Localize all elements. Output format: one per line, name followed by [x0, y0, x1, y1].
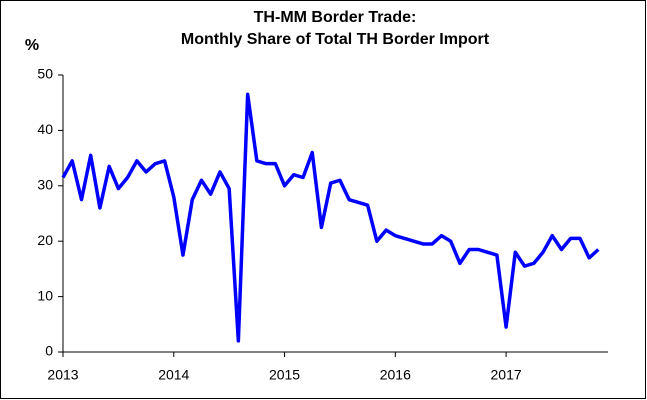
data-line [61, 92, 600, 343]
x-tick-label: 2014 [158, 367, 189, 383]
y-tick-label: 20 [37, 232, 53, 248]
y-tick-label: 30 [37, 177, 53, 193]
x-tick-label: 2015 [269, 367, 300, 383]
y-tick-label: 40 [37, 121, 53, 137]
x-tick-label: 2016 [380, 367, 411, 383]
chart-subtitle: Monthly Share of Total TH Border Import [181, 31, 490, 48]
chart-title: TH-MM Border Trade: [254, 9, 417, 26]
x-tick-label: 2013 [47, 367, 78, 383]
y-tick-label: 0 [45, 343, 53, 359]
x-tick-label: 2017 [491, 367, 522, 383]
y-tick-label: 50 [37, 66, 53, 82]
y-tick-label: 10 [37, 287, 53, 303]
y-axis-label: % [25, 37, 39, 54]
